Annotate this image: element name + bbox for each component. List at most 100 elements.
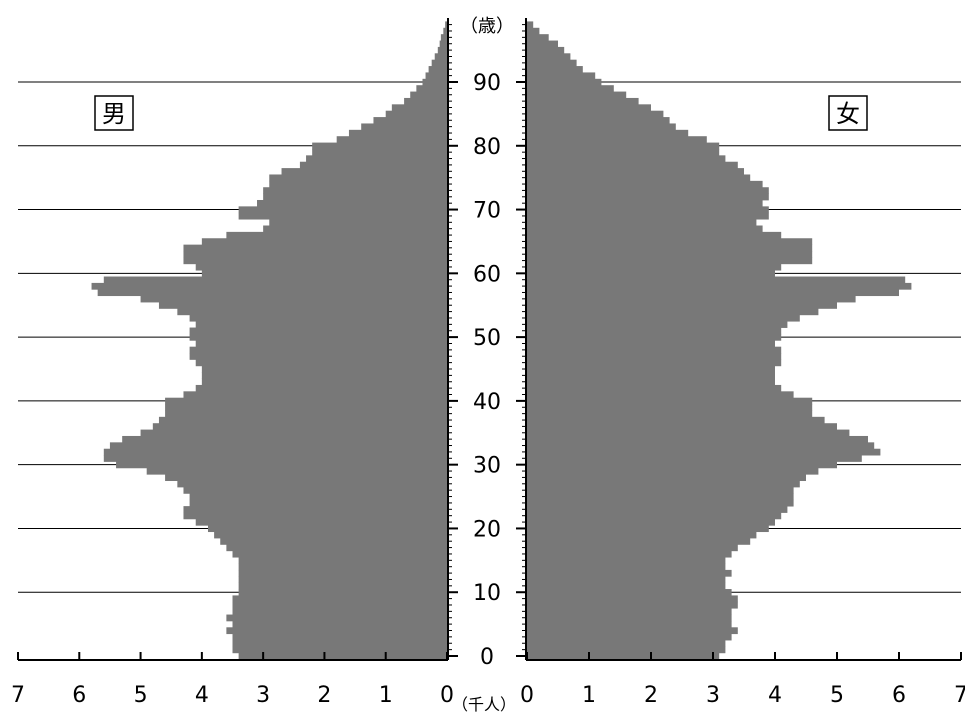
male-bar-age-51 — [189, 327, 447, 335]
female-bar-age-47 — [527, 353, 782, 360]
male-bar-age-18 — [220, 538, 447, 545]
female-bar-age-70 — [527, 206, 769, 214]
male-bar-age-76 — [281, 168, 447, 175]
female-bar-age-56 — [527, 295, 856, 303]
female-bar-age-89 — [527, 85, 614, 92]
female-bar-age-46 — [527, 359, 782, 367]
female-label: 女 — [836, 100, 860, 128]
age-tick-label-70: 70 — [473, 199, 501, 224]
male-bar-age-81 — [336, 136, 447, 143]
female-bar-age-92 — [527, 66, 583, 73]
male-bar-age-54 — [177, 308, 448, 316]
female-bar-age-96 — [527, 40, 558, 48]
male-bar-age-8 — [232, 601, 447, 609]
female-bar-age-76 — [527, 168, 744, 175]
male-bar-age-42 — [195, 384, 447, 392]
male-bar-age-27 — [177, 480, 448, 488]
female-bar-age-50 — [527, 333, 782, 341]
male-bar-age-26 — [183, 486, 447, 494]
female-bar-age-52 — [527, 321, 788, 328]
female-bar-age-41 — [527, 391, 794, 399]
female-bar-age-80 — [527, 142, 720, 150]
female-bar-age-51 — [527, 327, 782, 335]
age-tick-label-50: 50 — [473, 326, 501, 351]
female-bar-age-88 — [527, 91, 627, 99]
x-tick-label-male-6: 6 — [72, 683, 86, 708]
female-bar-age-81 — [527, 136, 707, 143]
age-tick-label-80: 80 — [473, 135, 501, 160]
female-bar-age-77 — [527, 161, 738, 169]
male-bar-age-85 — [385, 110, 447, 118]
female-bar-age-69 — [527, 212, 769, 220]
x-tick-label-female-5: 5 — [830, 683, 844, 708]
age-unit-label: （歳） — [460, 16, 514, 37]
male-bar-age-37 — [158, 416, 447, 424]
male-bar-age-10 — [238, 589, 447, 596]
female-bar-age-21 — [527, 518, 775, 526]
male-bar-age-56 — [140, 295, 448, 303]
age-tick-label-60: 60 — [473, 262, 501, 287]
male-bar-age-69 — [238, 212, 447, 220]
female-bar-age-2 — [527, 640, 726, 647]
male-bar-age-87 — [404, 97, 447, 105]
male-bar-age-7 — [232, 608, 447, 615]
female-bar-age-62 — [527, 257, 813, 265]
male-bar-age-33 — [109, 442, 447, 450]
female-bar-age-49 — [527, 340, 775, 348]
female-bar-age-60 — [527, 270, 775, 277]
female-bar-age-20 — [527, 525, 769, 533]
male-label-box — [94, 95, 134, 131]
male-bar-age-71 — [257, 199, 447, 207]
female-bar-age-64 — [527, 244, 813, 252]
female-bar-age-1 — [527, 646, 726, 654]
female-bar-age-94 — [527, 53, 571, 61]
female-bar-age-32 — [527, 448, 881, 456]
male-bar-age-6 — [226, 614, 447, 622]
female-bar-age-39 — [527, 404, 813, 411]
male-bar-age-59 — [103, 276, 448, 284]
male-bar-age-0 — [238, 652, 447, 660]
male-bar-age-84 — [373, 117, 447, 124]
female-bar-age-0 — [527, 652, 720, 660]
female-bar-age-5 — [527, 620, 732, 628]
male-bar-age-68 — [269, 219, 447, 226]
male-bar-age-57 — [97, 289, 448, 297]
female-bar-age-99 — [527, 21, 534, 29]
female-bar-age-78 — [527, 155, 726, 163]
female-bar-age-71 — [527, 199, 763, 207]
female-bar-age-36 — [527, 423, 837, 430]
male-bar-age-23 — [183, 506, 447, 513]
male-bar-age-67 — [263, 225, 447, 233]
male-bar-age-90 — [422, 78, 447, 86]
male-bar-age-61 — [195, 263, 447, 271]
male-bar-age-3 — [232, 633, 447, 641]
female-bar-age-59 — [527, 276, 906, 284]
female-bar-age-12 — [527, 576, 726, 584]
female-bar-age-54 — [527, 308, 819, 316]
male-bar-age-73 — [263, 187, 447, 195]
male-bars — [91, 21, 448, 660]
male-bar-age-15 — [238, 557, 447, 564]
x-tick-label-female-7: 7 — [954, 683, 965, 708]
male-bar-age-36 — [152, 423, 448, 430]
male-bar-age-40 — [165, 397, 448, 405]
female-bar-age-44 — [527, 372, 775, 379]
female-bar-age-75 — [527, 174, 751, 182]
male-bar-age-21 — [195, 518, 447, 526]
male-bar-age-1 — [232, 646, 447, 654]
male-bar-age-88 — [410, 91, 447, 99]
female-bar-age-10 — [527, 589, 732, 596]
female-bar-age-83 — [527, 123, 676, 131]
male-bar-age-24 — [189, 499, 447, 507]
female-bar-age-53 — [527, 314, 800, 322]
female-bar-age-61 — [527, 263, 782, 271]
male-bar-age-99 — [445, 21, 447, 29]
male-bar-age-45 — [201, 365, 447, 373]
female-bar-age-23 — [527, 506, 788, 513]
male-bar-age-48 — [189, 346, 447, 354]
male-bar-age-32 — [103, 448, 448, 456]
x-tick-label-male-1: 1 — [379, 683, 393, 708]
x-tick-label-female-0: 0 — [520, 683, 534, 708]
